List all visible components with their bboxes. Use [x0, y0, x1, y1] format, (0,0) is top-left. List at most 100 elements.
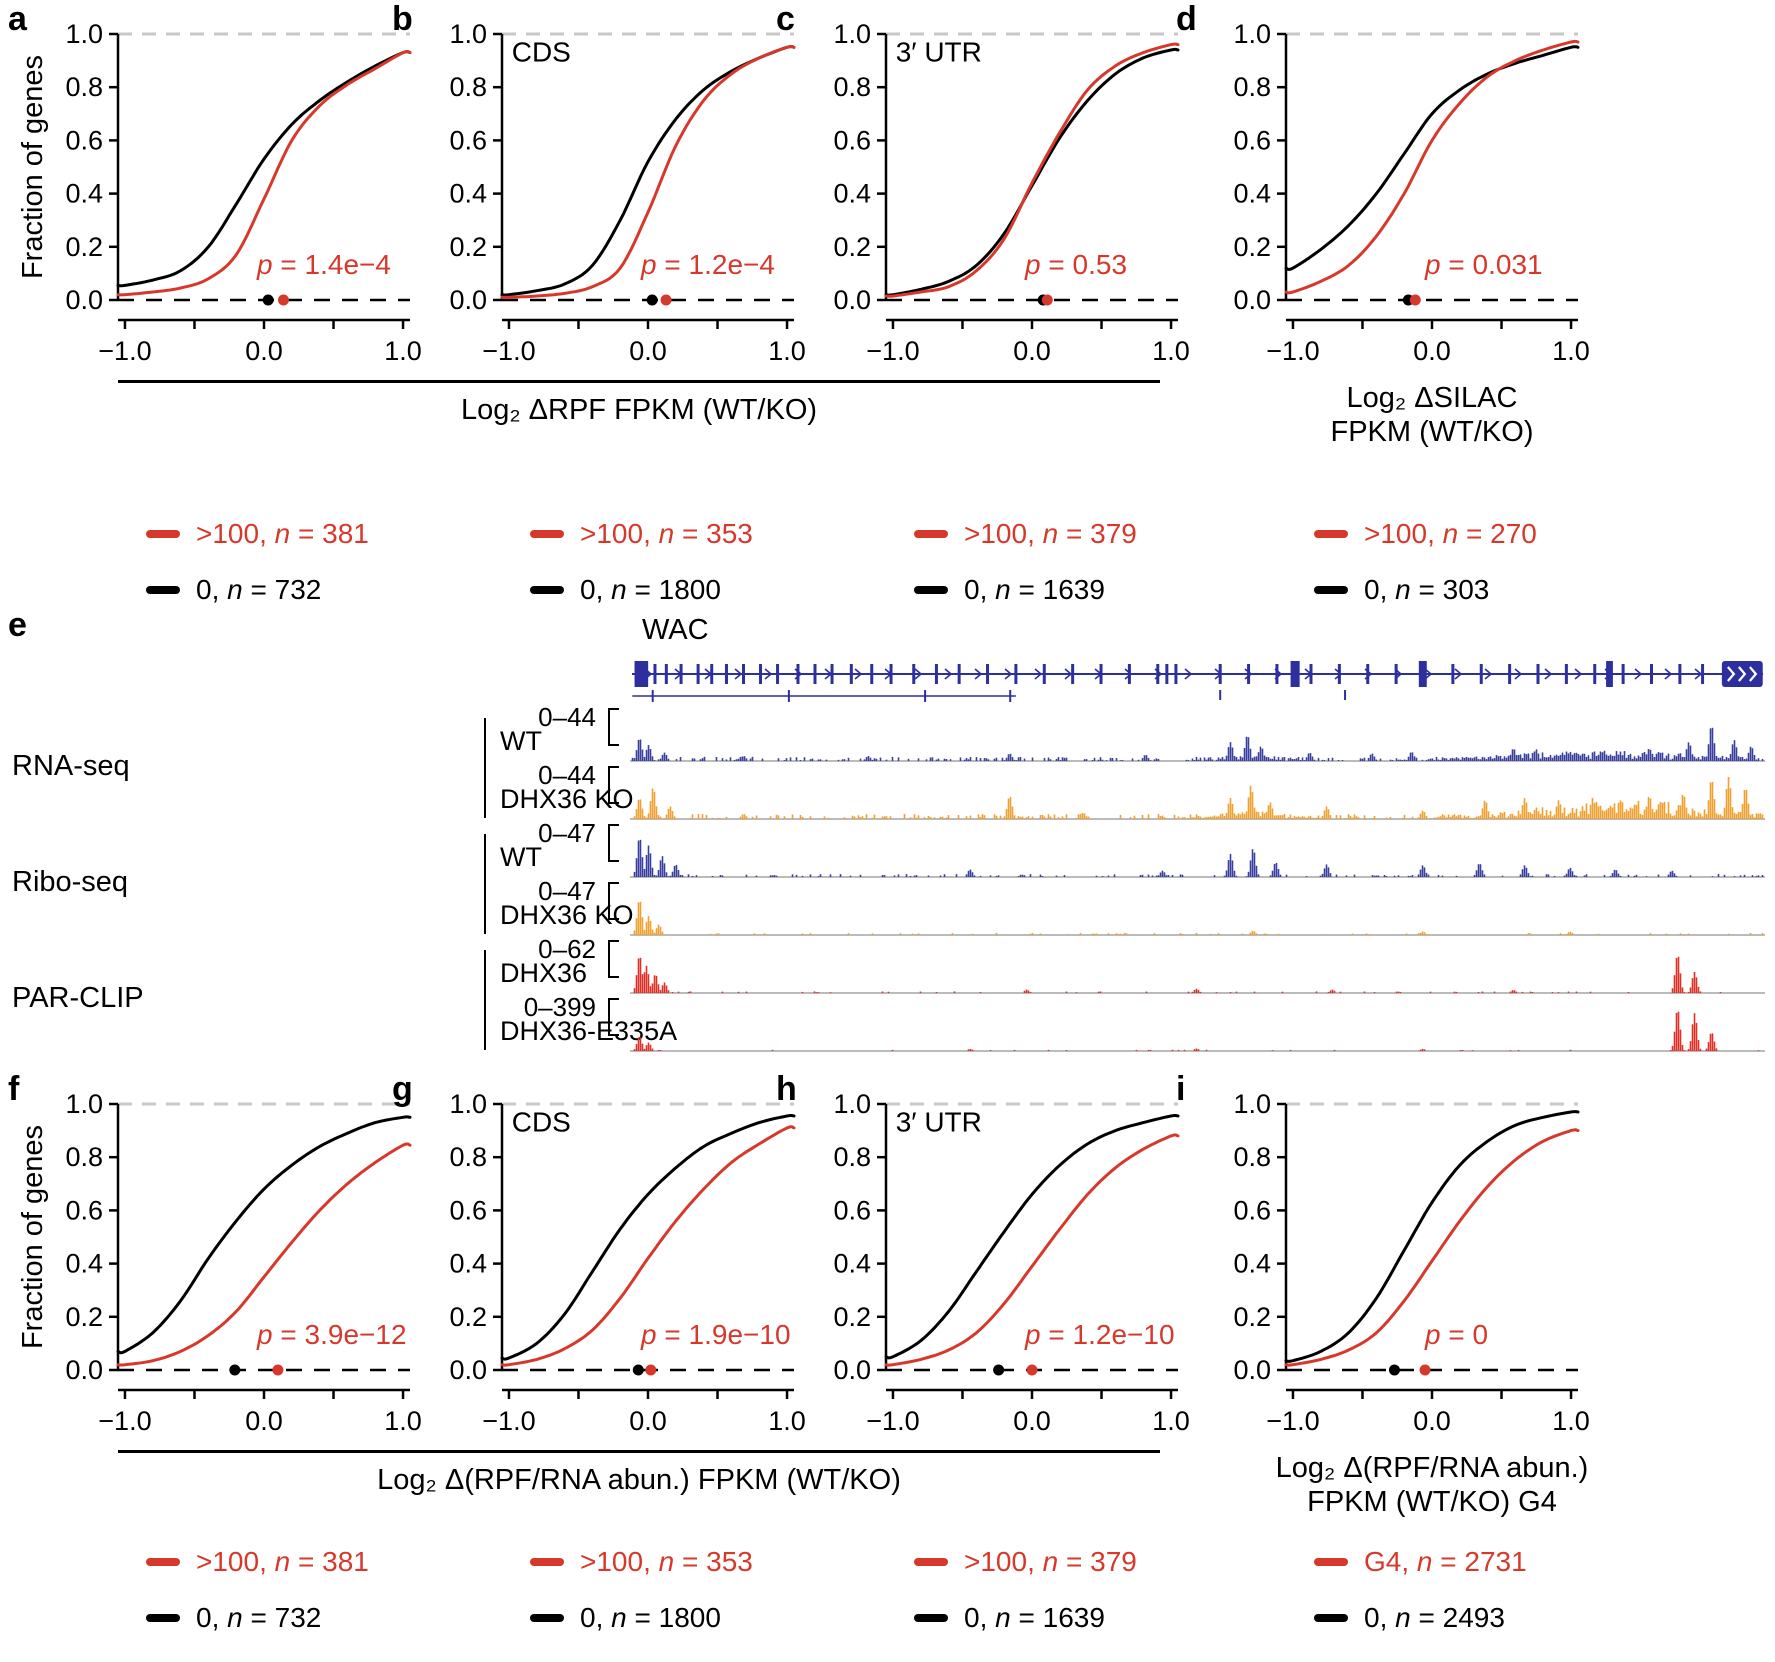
p-value-label: p = 1.2e−10 [1024, 1319, 1174, 1350]
track-range-label: 0–399 [523, 992, 596, 1022]
gene-end-arrow [1749, 666, 1758, 682]
cdf-plot-c: 0.0 0.2 0.4 0.6 0.8 1.0 −1.0 0.0 1.0 p = 0.53 3′ U… [833, 19, 1189, 366]
y-tick-label: 0.2 [833, 232, 871, 262]
cdf-curve-red [500, 1125, 796, 1367]
panel-letter-c: c [776, 0, 795, 38]
y-tick-label: 0.2 [65, 1302, 103, 1332]
legend-marker-red [1314, 530, 1348, 538]
x-tick-label: 1.0 [768, 336, 806, 366]
y-tick-label: 0.0 [1233, 285, 1271, 315]
panel-d-xlabel-line1: Log₂ ΔSILAC [1346, 382, 1518, 414]
legend-label: 0, n = 303 [1364, 574, 1490, 605]
x-tick-label: 1.0 [1552, 336, 1590, 366]
cdf-curve-red [116, 1142, 412, 1367]
cdf-curve-red [500, 45, 796, 299]
track-range-label: 0–47 [538, 818, 596, 848]
panel-letter-f: f [8, 1070, 20, 1108]
coverage-track [630, 777, 1765, 820]
legend-label: >100, n = 379 [964, 518, 1137, 549]
top-xaxis-label: Log₂ ΔRPF FPKM (WT/KO) [460, 394, 818, 426]
cdf-curve-red [116, 50, 412, 297]
y-tick-label: 0.6 [65, 125, 103, 155]
x-tick-label: −1.0 [866, 336, 919, 366]
gene-direction-arrow [1484, 668, 1493, 680]
coverage-track [630, 1011, 1765, 1052]
x-tick-label: 1.0 [384, 1406, 422, 1436]
x-tick-label: 0.0 [629, 1406, 667, 1436]
panel-i-xlabel-line1: Log₂ Δ(RPF/RNA abun.) [1275, 1452, 1589, 1484]
panel-letter-i: i [1176, 1070, 1186, 1108]
x-tick-label: 1.0 [1552, 1406, 1590, 1436]
legend-marker-black [530, 586, 564, 594]
y-tick-label: 0.0 [449, 285, 487, 315]
y-tick-label: 0.8 [449, 72, 487, 102]
legend-label: 0, n = 732 [196, 574, 322, 605]
legend-entry-i-black: 0, n = 2493 [1314, 1604, 1505, 1632]
cdf-plot-a: 0.0 0.2 0.4 0.6 0.8 1.0 −1.0 0.0 1.0 p = 1.4e−4 Fr… [17, 19, 422, 366]
median-dot-red [660, 294, 672, 306]
group-label-ribo-seq: Ribo-seq [12, 866, 129, 898]
gene-direction-arrow [1544, 668, 1553, 680]
track-name-wt: WT [500, 726, 542, 756]
panel-letter-b: b [392, 0, 413, 38]
track-scale-bracket [608, 998, 619, 1036]
median-dot-red [277, 294, 289, 306]
legend-label: 0, n = 1639 [964, 574, 1105, 605]
y-tick-label: 0.6 [1233, 125, 1271, 155]
bottom-xaxis-bar [118, 1450, 1160, 1453]
track-scale-bracket [608, 766, 619, 804]
gene-direction-arrow [1664, 668, 1673, 680]
gene-direction-arrow [914, 668, 923, 680]
track-range-label: 0–44 [538, 760, 596, 790]
gene-direction-arrow [854, 668, 863, 680]
gene-direction-arrow [944, 668, 953, 680]
track-range-label: 0–44 [538, 702, 596, 732]
median-dot-red [1026, 1364, 1038, 1376]
gene-direction-arrow [1334, 668, 1343, 680]
legend-marker-red [914, 1558, 948, 1566]
cdf-curve-black [1284, 45, 1580, 271]
gene-model [632, 661, 1763, 702]
legend-label: G4, n = 2731 [1364, 1546, 1527, 1577]
x-tick-label: 0.0 [1013, 336, 1051, 366]
legend-entry-d-red: >100, n = 270 [1314, 520, 1537, 548]
track-range-label: 0–62 [538, 934, 596, 964]
y-tick-label: 0.2 [1233, 1302, 1271, 1332]
gene-direction-arrow [1184, 668, 1193, 680]
cdf-curve-red [884, 1133, 1180, 1367]
gene-direction-arrow [1034, 668, 1043, 680]
legend-entry-h-black: 0, n = 1639 [914, 1604, 1105, 1632]
region-label: CDS [512, 1107, 571, 1138]
x-tick-label: −1.0 [866, 1406, 919, 1436]
median-dot-black [646, 294, 658, 306]
median-dot-red [1409, 294, 1421, 306]
track-scale-bracket [608, 940, 619, 978]
x-tick-label: −1.0 [1266, 336, 1319, 366]
x-tick-label: −1.0 [482, 1406, 535, 1436]
p-value-label: p = 1.4e−4 [256, 249, 391, 280]
x-tick-label: 0.0 [1413, 1406, 1451, 1436]
gene-direction-arrow [1004, 668, 1013, 680]
y-tick-label: 0.4 [65, 1249, 103, 1279]
p-value-label: p = 0 [1424, 1319, 1488, 1350]
legend-label: 0, n = 1639 [964, 1602, 1105, 1633]
y-tick-label: 0.0 [65, 285, 103, 315]
legend-marker-red [530, 1558, 564, 1566]
track-scale-bracket [608, 882, 619, 920]
region-label: 3′ UTR [896, 1107, 982, 1138]
legend-entry-b-red: >100, n = 353 [530, 520, 753, 548]
track-range-label: 0–47 [538, 876, 596, 906]
x-tick-label: 1.0 [384, 336, 422, 366]
group-label-par-clip: PAR-CLIP [12, 982, 144, 1014]
legend-entry-a-red: >100, n = 381 [146, 520, 369, 548]
x-tick-label: 1.0 [1152, 336, 1190, 366]
top-xaxis-bar [118, 380, 1160, 383]
legend-entry-i-red: G4, n = 2731 [1314, 1548, 1527, 1576]
y-tick-label: 1.0 [449, 19, 487, 49]
legend-marker-black [530, 1614, 564, 1622]
group-label-rna-seq: RNA-seq [12, 750, 130, 782]
cdf-curve-black [884, 1114, 1180, 1360]
y-tick-label: 0.4 [65, 179, 103, 209]
group-bracket [484, 718, 486, 818]
